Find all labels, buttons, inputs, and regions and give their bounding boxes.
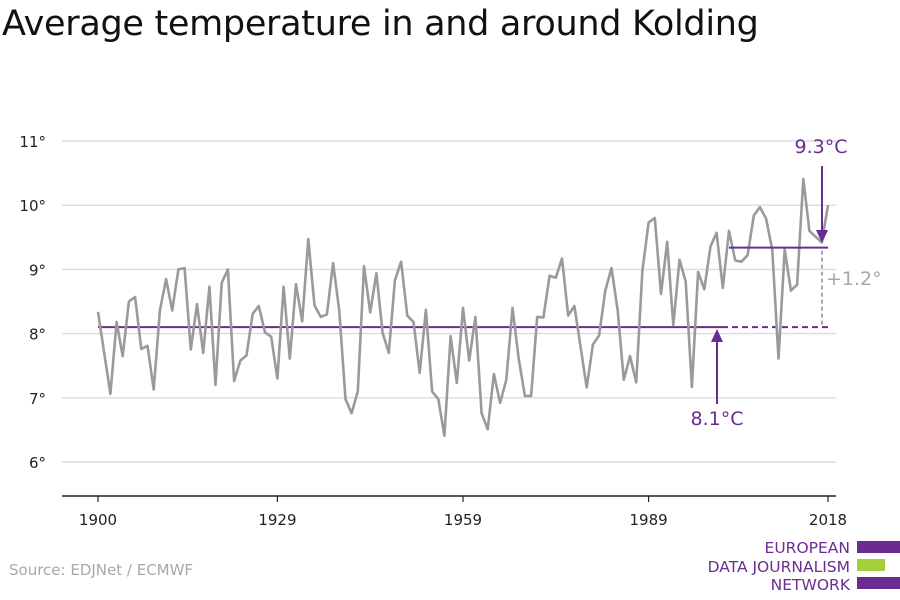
source-note: Source: EDJNet / ECMWF: [9, 561, 194, 579]
temperature-line: [96, 177, 830, 437]
x-tick-label: 1929: [258, 511, 296, 529]
logo-bar-green: [857, 559, 885, 571]
recent-annotation: 9.3°C: [729, 136, 848, 249]
recent-arrow-head: [816, 230, 828, 243]
recent-label: 9.3°C: [795, 136, 848, 158]
y-axis: 6° 7° 8° 9° 10° 11°: [19, 133, 46, 472]
x-axis: 1900 1929 1959 1989 2018: [62, 495, 847, 529]
logo-line-2: DATA JOURNALISM: [707, 558, 850, 576]
y-tick-label: 9°: [29, 261, 46, 279]
baseline-label: 8.1°C: [691, 408, 744, 430]
baseline-annotation: 8.1°C: [98, 326, 828, 430]
logo-bar-purple-top: [857, 541, 900, 553]
logo-bar-purple-bottom: [857, 577, 900, 589]
delta-annotation: +1.2°: [821, 250, 882, 326]
x-tick-label: 1959: [444, 511, 482, 529]
chart-title: Average temperature in and around Koldin…: [2, 4, 759, 44]
y-tick-label: 7°: [29, 390, 46, 408]
x-tick-label: 1989: [629, 511, 667, 529]
logo-line-3: NETWORK: [770, 576, 850, 594]
x-tick-label: 2018: [809, 511, 847, 529]
y-tick-label: 6°: [29, 454, 46, 472]
y-tick-label: 10°: [19, 197, 46, 215]
delta-label: +1.2°: [826, 268, 882, 290]
edjnet-logo: EUROPEAN DATA JOURNALISM NETWORK: [700, 539, 900, 597]
grid-lines: [62, 140, 836, 463]
y-tick-label: 8°: [29, 326, 46, 344]
logo-line-1: EUROPEAN: [764, 539, 850, 557]
y-tick-label: 11°: [19, 133, 46, 151]
x-tick-label: 1900: [79, 511, 117, 529]
baseline-arrow-head: [711, 329, 723, 342]
